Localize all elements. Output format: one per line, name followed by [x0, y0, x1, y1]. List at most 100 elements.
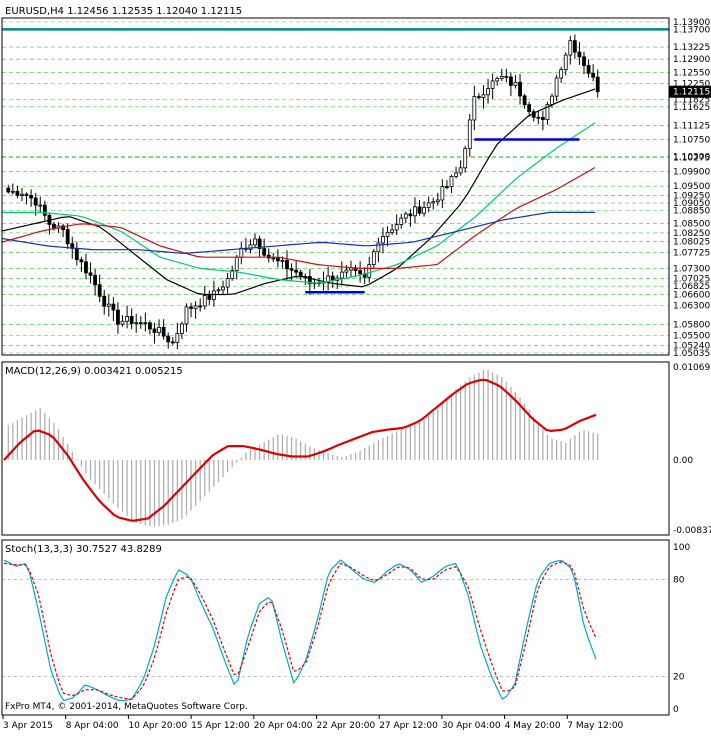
- price-tick-label: 1.11625: [673, 103, 710, 113]
- price-plot: [1, 28, 669, 350]
- time-tick-label: 4 May 20:00: [505, 721, 561, 731]
- time-tick-label: 20 Apr 04:00: [254, 721, 313, 731]
- stoch-tick-label: 0: [673, 705, 679, 715]
- candle-body: [504, 75, 509, 78]
- candle-body: [120, 320, 125, 325]
- stoch-tick-label: 80: [673, 575, 685, 585]
- candle-body: [545, 104, 550, 121]
- candle-body: [358, 270, 363, 275]
- candle-body: [42, 204, 47, 216]
- candle-body: [84, 261, 88, 274]
- candle-body: [257, 238, 262, 249]
- candle-body: [152, 328, 157, 333]
- price-tick-label: 1.10300: [673, 152, 710, 162]
- price-tick-label: 1.12250: [673, 79, 710, 89]
- time-tick-label: 15 Apr 12:00: [191, 721, 250, 731]
- candle-body: [15, 190, 20, 196]
- candle-body: [495, 78, 500, 82]
- stoch-main-line: [3, 559, 597, 702]
- candle-body: [563, 54, 568, 71]
- candle-body: [239, 247, 244, 258]
- candle-body: [486, 88, 490, 96]
- candle-body: [266, 254, 271, 259]
- candle-body: [211, 290, 216, 300]
- macd-title: MACD(12,26,9) 0.003421 0.005215: [5, 366, 183, 377]
- candle-body: [97, 284, 102, 297]
- candle-body: [481, 94, 486, 98]
- candle-body: [490, 80, 495, 89]
- candle-body: [477, 96, 481, 99]
- candle-body: [339, 271, 344, 279]
- candle-body: [577, 51, 582, 58]
- price-tick-label: 1.12900: [673, 55, 710, 65]
- candle-body: [262, 248, 267, 256]
- macd-tick-label: -0.008378: [673, 526, 711, 536]
- candle-body: [467, 119, 472, 150]
- candle-body: [458, 167, 463, 174]
- candle-body: [591, 72, 596, 78]
- price-tick-label: 1.13900: [673, 18, 710, 28]
- candle-body: [568, 40, 573, 56]
- candle-body: [344, 269, 349, 273]
- price-tick-label: 1.05035: [673, 349, 710, 359]
- candle-body: [207, 295, 212, 300]
- price-tick-label: 1.07025: [673, 275, 710, 285]
- candle-body: [572, 40, 577, 53]
- candle-body: [413, 206, 417, 217]
- candle-body: [390, 229, 395, 233]
- candle-body: [440, 186, 445, 201]
- candle-body: [216, 289, 221, 292]
- candle-body: [161, 326, 166, 337]
- candle-body: [10, 190, 15, 193]
- candle-body: [193, 305, 198, 309]
- macd-plot: [3, 369, 599, 527]
- candle-body: [463, 148, 468, 169]
- candle-body: [225, 278, 230, 288]
- time-tick-label: 10 Apr 20:00: [128, 721, 187, 731]
- candle-body: [166, 335, 171, 343]
- price-tick-label: 1.05500: [673, 332, 710, 342]
- price-tick-label: 1.08850: [673, 206, 710, 216]
- stoch-tick-label: 100: [673, 543, 690, 553]
- candle-body: [508, 76, 513, 86]
- candle-body: [129, 316, 134, 324]
- candle-body: [157, 326, 161, 333]
- candle-body: [38, 204, 43, 207]
- candle-body: [422, 207, 426, 214]
- price-tick-label: 1.08250: [673, 229, 710, 239]
- price-tick-label: 1.09900: [673, 167, 710, 177]
- candle-body: [148, 322, 152, 330]
- time-tick-label: 7 May 12:00: [567, 721, 623, 731]
- macd-tick-label: 0.010692: [673, 363, 711, 373]
- candle-body: [202, 295, 207, 307]
- candle-body: [595, 76, 600, 93]
- candle-body: [385, 231, 390, 237]
- candle-body: [138, 322, 143, 325]
- price-tick-label: 1.12550: [673, 68, 710, 78]
- candle-body: [106, 303, 111, 307]
- candle-body: [88, 272, 93, 276]
- price-tick-label: 1.10750: [673, 136, 710, 146]
- price-tick-label: 1.08500: [673, 220, 710, 230]
- candle-body: [280, 260, 285, 262]
- candle-body: [536, 116, 541, 119]
- candle-body: [248, 244, 253, 250]
- candle-body: [307, 276, 312, 285]
- candle-body: [93, 274, 97, 286]
- candle-body: [445, 186, 449, 189]
- candle-body: [275, 257, 280, 262]
- candle-body: [550, 95, 554, 105]
- candle-body: [20, 193, 24, 196]
- panel-frame-2: [1, 539, 670, 716]
- candle-body: [184, 306, 189, 325]
- candle-body: [298, 271, 303, 277]
- current-price-label: 1.12115: [673, 88, 710, 98]
- candle-body: [454, 172, 458, 177]
- time-tick-label: 30 Apr 04:00: [442, 721, 501, 731]
- price-tick-label: 1.06825: [673, 282, 710, 292]
- panel-frame-0: [1, 17, 670, 356]
- candle-body: [116, 309, 120, 325]
- stoch-plot: [2, 559, 669, 702]
- candle-body: [376, 242, 381, 253]
